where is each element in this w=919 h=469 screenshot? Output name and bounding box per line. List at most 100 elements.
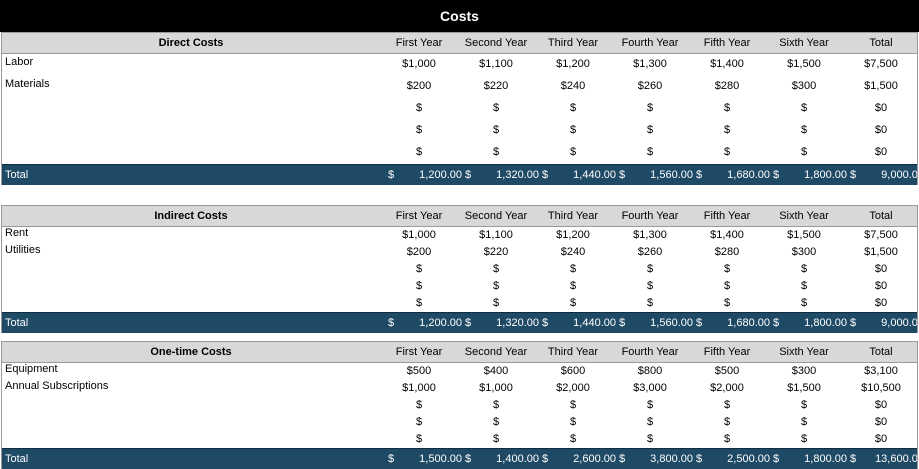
table-cell[interactable]: $300 (791, 246, 817, 258)
table-cell[interactable]: $ (569, 433, 577, 445)
table-cell[interactable]: $ (723, 146, 731, 158)
table-cell[interactable]: $300 (791, 365, 817, 377)
table-cell[interactable]: $ (415, 263, 423, 275)
table-cell[interactable]: $7,500 (864, 229, 898, 241)
table-cell[interactable]: $260 (637, 246, 663, 258)
table-cell[interactable]: $0 (874, 416, 888, 428)
table-cell[interactable]: $ (800, 263, 808, 275)
table-cell[interactable]: $ (569, 102, 577, 114)
table-cell[interactable]: $ (569, 416, 577, 428)
table-cell[interactable]: $ (800, 102, 808, 114)
table-cell[interactable]: $500 (714, 365, 740, 377)
table-cell[interactable]: $ (646, 146, 654, 158)
table-cell[interactable]: $ (800, 280, 808, 292)
table-cell[interactable]: $ (723, 433, 731, 445)
table-row[interactable]: $ $ $ $ $ $ $0 (1, 397, 918, 414)
table-cell[interactable]: $ (646, 124, 654, 136)
table-cell[interactable]: $1,100 (479, 229, 513, 241)
table-cell[interactable]: $ (800, 146, 808, 158)
table-cell[interactable]: $ (646, 280, 654, 292)
table-row[interactable]: Equipment $500 $400 $600 $800 $500 $300 $3,100 (1, 363, 918, 380)
table-row[interactable]: $ $ $ $ $ $ $0 (1, 261, 918, 278)
table-cell[interactable]: $ (569, 124, 577, 136)
table-cell[interactable]: $ (492, 399, 500, 411)
table-cell[interactable]: $ (415, 297, 423, 309)
table-cell[interactable]: $ (415, 146, 423, 158)
table-cell[interactable]: $ (800, 433, 808, 445)
table-cell[interactable]: $ (723, 124, 731, 136)
table-cell[interactable]: $600 (560, 365, 586, 377)
table-cell[interactable]: $ (800, 399, 808, 411)
table-cell[interactable]: $ (415, 399, 423, 411)
table-cell[interactable]: $240 (560, 246, 586, 258)
table-cell[interactable]: $ (646, 102, 654, 114)
table-cell[interactable]: $ (569, 263, 577, 275)
table-cell[interactable]: $400 (483, 365, 509, 377)
table-cell[interactable]: $ (492, 297, 500, 309)
table-row[interactable]: $ $ $ $ $ $ $0 (1, 120, 918, 142)
table-cell[interactable]: $2,000 (556, 382, 590, 394)
table-cell[interactable]: $ (415, 124, 423, 136)
table-cell[interactable]: $1,500 (864, 80, 898, 92)
table-cell[interactable]: $1,300 (633, 229, 667, 241)
table-cell[interactable]: $260 (637, 80, 663, 92)
table-cell[interactable]: $1,000 (402, 58, 436, 70)
table-cell[interactable]: $ (569, 297, 577, 309)
table-cell[interactable]: $1,500 (787, 382, 821, 394)
table-cell[interactable]: $ (646, 297, 654, 309)
table-row[interactable]: $ $ $ $ $ $ $0 (1, 142, 918, 164)
table-cell[interactable]: $ (723, 263, 731, 275)
table-cell[interactable]: $1,000 (402, 382, 436, 394)
table-cell[interactable]: $280 (714, 80, 740, 92)
table-cell[interactable]: $ (646, 399, 654, 411)
table-cell[interactable]: $ (415, 416, 423, 428)
table-cell[interactable]: $ (646, 416, 654, 428)
table-cell[interactable]: $0 (874, 146, 888, 158)
table-cell[interactable]: $ (492, 124, 500, 136)
table-cell[interactable]: $ (646, 263, 654, 275)
table-cell[interactable]: $ (492, 263, 500, 275)
table-row[interactable]: $ $ $ $ $ $ $0 (1, 98, 918, 120)
table-cell[interactable]: $ (569, 146, 577, 158)
table-cell[interactable]: $200 (406, 80, 432, 92)
table-cell[interactable]: $ (492, 146, 500, 158)
table-cell[interactable]: $ (723, 280, 731, 292)
table-cell[interactable]: $220 (483, 246, 509, 258)
table-cell[interactable]: $ (415, 102, 423, 114)
table-cell[interactable]: $1,200 (556, 58, 590, 70)
table-cell[interactable]: $1,400 (710, 58, 744, 70)
table-cell[interactable]: $500 (406, 365, 432, 377)
table-cell[interactable]: $ (800, 416, 808, 428)
table-cell[interactable]: $3,000 (633, 382, 667, 394)
table-cell[interactable]: $200 (406, 246, 432, 258)
table-cell[interactable]: $ (492, 416, 500, 428)
table-cell[interactable]: $300 (791, 80, 817, 92)
table-cell[interactable]: $0 (874, 263, 888, 275)
table-cell[interactable]: $ (569, 399, 577, 411)
table-cell[interactable]: $10,500 (861, 382, 901, 394)
table-row[interactable]: Rent $1,000 $1,100 $1,200 $1,300 $1,400 $1,500… (1, 227, 918, 244)
table-cell[interactable]: $3,100 (864, 365, 898, 377)
table-cell[interactable]: $ (492, 433, 500, 445)
table-cell[interactable]: $ (646, 433, 654, 445)
table-cell[interactable]: $1,500 (787, 229, 821, 241)
table-cell[interactable]: $1,000 (402, 229, 436, 241)
table-row[interactable]: Materials $200 $220 $240 $260 $280 $300 $1,500 (1, 76, 918, 98)
table-cell[interactable]: $0 (874, 124, 888, 136)
table-row[interactable]: Annual Subscriptions $1,000 $1,000 $2,000 $3… (1, 380, 918, 397)
table-cell[interactable]: $ (492, 102, 500, 114)
table-cell[interactable]: $ (800, 124, 808, 136)
table-cell[interactable]: $ (723, 102, 731, 114)
table-cell[interactable]: $2,000 (710, 382, 744, 394)
table-cell[interactable]: $0 (874, 399, 888, 411)
table-row[interactable]: $ $ $ $ $ $ $0 (1, 431, 918, 448)
table-cell[interactable]: $1,200 (556, 229, 590, 241)
table-cell[interactable]: $ (723, 297, 731, 309)
table-cell[interactable]: $ (800, 297, 808, 309)
table-cell[interactable]: $1,000 (479, 382, 513, 394)
table-cell[interactable]: $800 (637, 365, 663, 377)
table-cell[interactable]: $280 (714, 246, 740, 258)
table-cell[interactable]: $1,500 (864, 246, 898, 258)
table-cell[interactable]: $1,400 (710, 229, 744, 241)
table-row[interactable]: Utilities $200 $220 $240 $260 $280 $300 $1,500 (1, 244, 918, 261)
